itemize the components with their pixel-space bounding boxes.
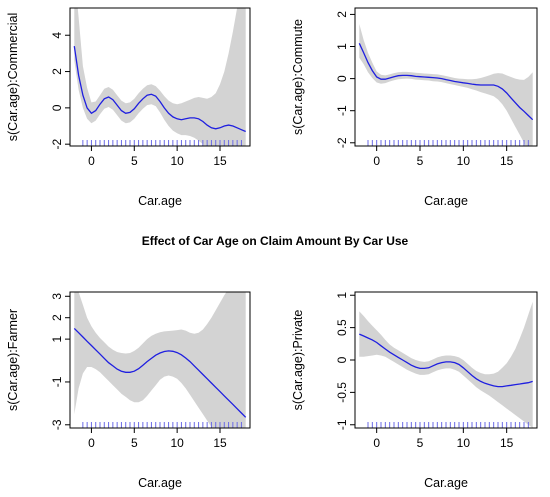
farmer-y-tick-label: 2 (50, 314, 64, 321)
commercial-x-tick-label: 0 (88, 154, 95, 168)
private-y-tick-label: 0 (335, 356, 349, 363)
farmer-x-tick-label: 0 (88, 436, 95, 450)
farmer-fit-line (73, 327, 247, 418)
farmer-x-tick-label: 15 (213, 436, 227, 450)
farmer-y-tick-label: -1 (50, 376, 64, 387)
private-plot-area (359, 301, 533, 428)
commercial-plot-area (73, 8, 246, 146)
commercial-confidence-band (74, 8, 246, 146)
farmer-frame (69, 291, 251, 429)
commute-y-tick-label: 1 (335, 43, 349, 50)
commute-x-tick-label: 10 (457, 154, 471, 168)
farmer-y-axis-title: s(Car.age):Farmer (6, 309, 20, 411)
commercial-y-tick-label: 4 (50, 32, 64, 39)
panel-farmer: 0 5 10 15 -3 -1 1 2 3 Car.age s(Car.age):Farmer (6, 291, 251, 490)
farmer-y-tick-label: 1 (50, 335, 64, 342)
commercial-x-tick-label: 10 (170, 154, 184, 168)
commercial-fit-line (73, 46, 246, 133)
farmer-y-tick-label: 3 (50, 293, 64, 300)
commercial-x-axis-title: Car.age (138, 194, 182, 208)
commercial-y-tick-label: -2 (50, 139, 64, 150)
commute-frame (354, 7, 538, 147)
commute-x-axis-title: Car.age (424, 194, 468, 208)
private-y-tick-label: -1 (335, 419, 349, 430)
farmer-x-tick-label: 10 (170, 436, 184, 450)
farmer-y-tick-label: -3 (50, 419, 64, 430)
commute-x-tick-label: 5 (417, 154, 424, 168)
commute-y-tick-label: 0 (335, 75, 349, 82)
panel-commercial: 0 5 10 15 -2 0 2 4 Car.age s(Car.age):Commercial (6, 7, 251, 208)
commute-y-axis-title: s(Car.age):Commute (291, 19, 305, 135)
farmer-confidence-band (74, 292, 246, 428)
farmer-plot-area (73, 292, 247, 428)
private-x-axis-title: Car.age (424, 476, 468, 490)
commute-x-tick-label: 0 (373, 154, 380, 168)
commercial-frame (69, 7, 251, 147)
commute-confidence-band (359, 24, 533, 146)
commercial-y-axis-title: s(Car.age):Commercial (6, 13, 20, 142)
commute-x-tick-label: 15 (500, 154, 514, 168)
farmer-x-tick-label: 5 (131, 436, 138, 450)
commute-y-tick-label: -2 (335, 137, 349, 148)
private-y-tick-label: -0.5 (335, 382, 349, 403)
commercial-y-tick-label: 2 (50, 68, 64, 75)
commercial-y-tick-label: 0 (50, 104, 64, 111)
panel-private: 0 5 10 15 -1 -0.5 0 0.5 1 Car.age s(Car.age):Priva… (291, 291, 538, 490)
private-y-tick-label: 1 (335, 292, 349, 299)
private-y-tick-label: 0.5 (335, 319, 349, 336)
panel-commute: 0 5 10 15 -2 -1 0 1 2 Car.age s(Car.age):Commute (291, 7, 538, 208)
private-y-axis-title: s(Car.age):Private (291, 310, 305, 411)
commercial-x-tick-label: 15 (213, 154, 227, 168)
commercial-x-tick-label: 5 (131, 154, 138, 168)
figure-title: Effect of Car Age on Claim Amount By Car… (142, 234, 409, 248)
commute-y-tick-label: 2 (335, 11, 349, 18)
private-fit-line (359, 333, 533, 388)
commute-plot-area (358, 24, 534, 146)
private-x-tick-label: 10 (457, 436, 471, 450)
private-x-tick-label: 0 (373, 436, 380, 450)
farmer-x-axis-title: Car.age (138, 476, 182, 490)
private-x-tick-label: 15 (500, 436, 514, 450)
commute-fit-line (358, 43, 534, 121)
commute-y-tick-label: -1 (335, 105, 349, 116)
private-x-tick-label: 5 (417, 436, 424, 450)
private-confidence-band (359, 301, 533, 428)
